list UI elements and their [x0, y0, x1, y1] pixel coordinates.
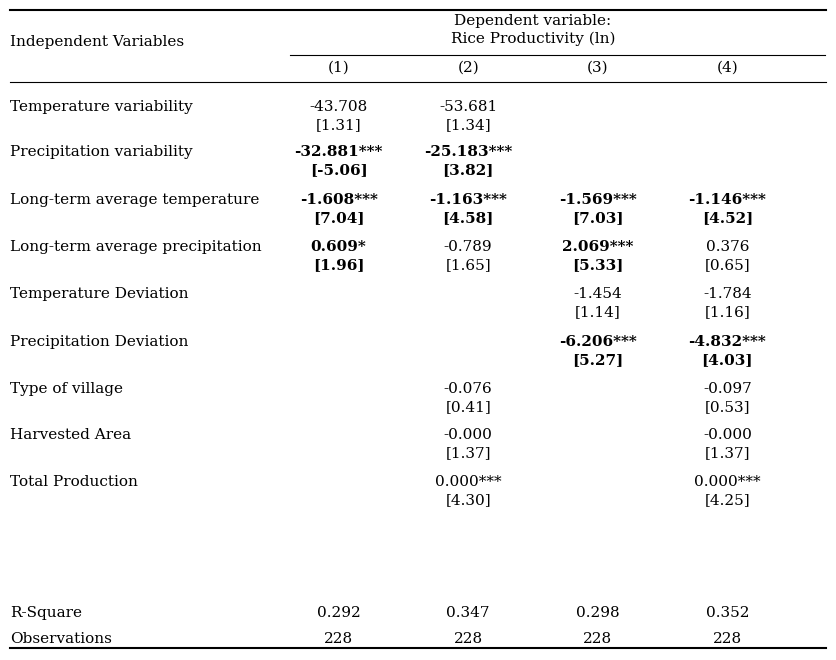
Text: 0.609*: 0.609* — [311, 240, 366, 254]
Text: [1.14]: [1.14] — [575, 305, 620, 319]
Text: Type of village: Type of village — [10, 382, 123, 396]
Text: Precipitation Deviation: Precipitation Deviation — [10, 335, 188, 349]
Text: [4.30]: [4.30] — [446, 493, 491, 507]
Text: [1.37]: [1.37] — [705, 446, 750, 460]
Text: (4): (4) — [716, 61, 738, 75]
Text: -0.097: -0.097 — [703, 382, 752, 396]
Text: -6.206***: -6.206*** — [558, 335, 637, 349]
Text: [5.27]: [5.27] — [572, 353, 624, 367]
Text: 0.376: 0.376 — [706, 240, 749, 254]
Text: 228: 228 — [324, 632, 353, 646]
Text: -1.569***: -1.569*** — [558, 193, 637, 207]
Text: [4.52]: [4.52] — [701, 211, 753, 225]
Text: [1.34]: [1.34] — [446, 118, 491, 132]
Text: R-Square: R-Square — [10, 606, 82, 620]
Text: [5.33]: [5.33] — [572, 258, 624, 272]
Text: -1.784: -1.784 — [703, 287, 752, 301]
Text: -1.608***: -1.608*** — [299, 193, 378, 207]
Text: -0.000: -0.000 — [703, 428, 752, 442]
Text: 0.352: 0.352 — [706, 606, 749, 620]
Text: [-5.06]: [-5.06] — [309, 163, 368, 177]
Text: 0.292: 0.292 — [317, 606, 360, 620]
Text: 228: 228 — [713, 632, 742, 646]
Text: Long-term average temperature: Long-term average temperature — [10, 193, 259, 207]
Text: -4.832***: -4.832*** — [688, 335, 767, 349]
Text: Temperature Deviation: Temperature Deviation — [10, 287, 189, 301]
Text: Rice Productivity (ln): Rice Productivity (ln) — [451, 32, 615, 46]
Text: [1.37]: [1.37] — [446, 446, 491, 460]
Text: Harvested Area: Harvested Area — [10, 428, 131, 442]
Text: [0.53]: [0.53] — [705, 400, 750, 414]
Text: Precipitation variability: Precipitation variability — [10, 145, 192, 159]
Text: [7.04]: [7.04] — [313, 211, 364, 225]
Text: 0.298: 0.298 — [576, 606, 619, 620]
Text: Observations: Observations — [10, 632, 112, 646]
Text: -25.183***: -25.183*** — [424, 145, 512, 159]
Text: (1): (1) — [328, 61, 349, 75]
Text: -0.000: -0.000 — [444, 428, 492, 442]
Text: 228: 228 — [454, 632, 482, 646]
Text: 0.347: 0.347 — [446, 606, 490, 620]
Text: Independent Variables: Independent Variables — [10, 35, 184, 49]
Text: -1.454: -1.454 — [573, 287, 622, 301]
Text: [1.16]: [1.16] — [705, 305, 750, 319]
Text: [0.41]: [0.41] — [446, 400, 491, 414]
Text: -43.708: -43.708 — [309, 100, 368, 114]
Text: Total Production: Total Production — [10, 475, 138, 489]
Text: Dependent variable:: Dependent variable: — [454, 14, 612, 28]
Text: (3): (3) — [587, 61, 609, 75]
Text: -1.146***: -1.146*** — [688, 193, 767, 207]
Text: Temperature variability: Temperature variability — [10, 100, 193, 114]
Text: [4.25]: [4.25] — [705, 493, 750, 507]
Text: [3.82]: [3.82] — [442, 163, 494, 177]
Text: (2): (2) — [457, 61, 479, 75]
Text: -1.163***: -1.163*** — [429, 193, 507, 207]
Text: [1.65]: [1.65] — [446, 258, 491, 272]
Text: [1.96]: [1.96] — [313, 258, 364, 272]
Text: -53.681: -53.681 — [439, 100, 497, 114]
Text: [4.03]: [4.03] — [701, 353, 753, 367]
Text: 0.000***: 0.000*** — [435, 475, 502, 489]
Text: [7.03]: [7.03] — [572, 211, 624, 225]
Text: -0.076: -0.076 — [444, 382, 492, 396]
Text: -32.881***: -32.881*** — [294, 145, 383, 159]
Text: Long-term average precipitation: Long-term average precipitation — [10, 240, 262, 254]
Text: [1.31]: [1.31] — [316, 118, 361, 132]
Text: [0.65]: [0.65] — [705, 258, 750, 272]
Text: 2.069***: 2.069*** — [562, 240, 634, 254]
Text: 228: 228 — [584, 632, 612, 646]
Text: -0.789: -0.789 — [444, 240, 492, 254]
Text: 0.000***: 0.000*** — [694, 475, 761, 489]
Text: [4.58]: [4.58] — [442, 211, 494, 225]
